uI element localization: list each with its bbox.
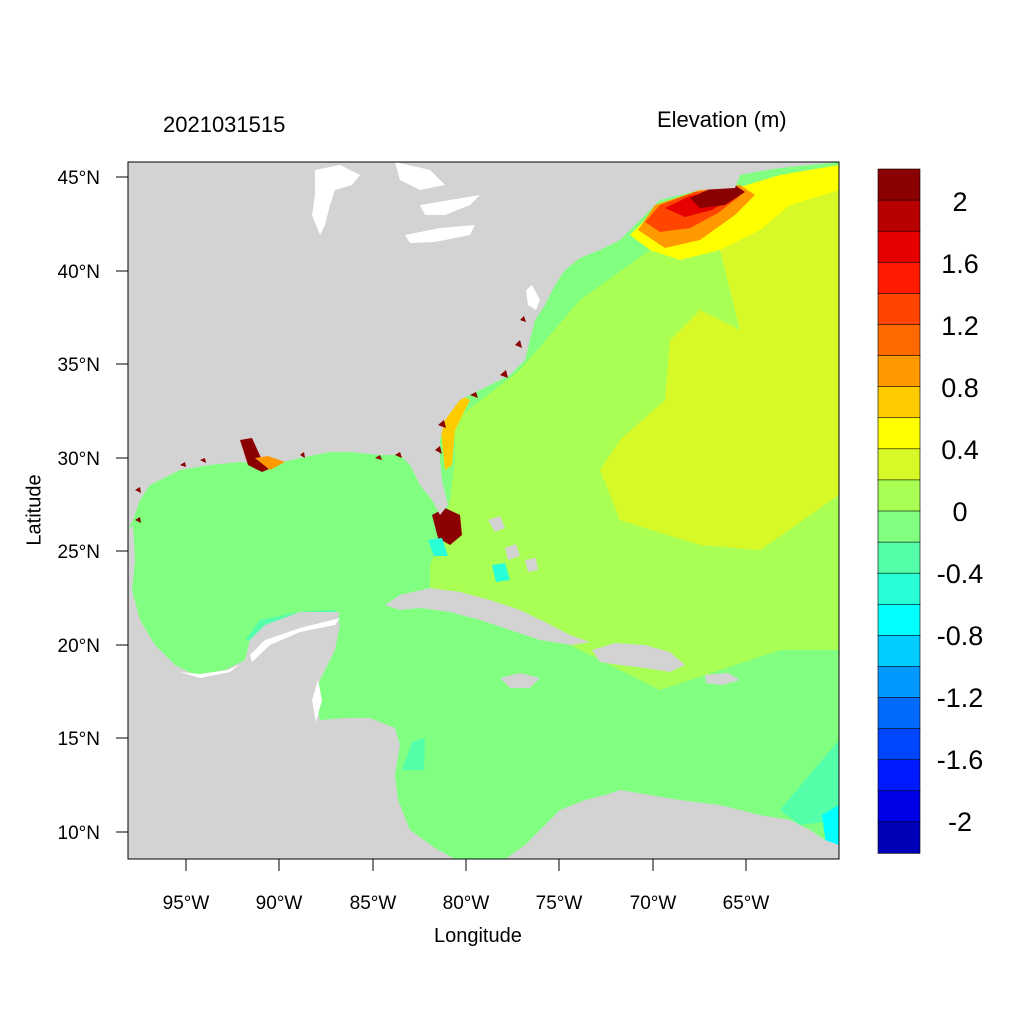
jamaica-land <box>500 673 540 688</box>
colorbar-swatch <box>877 572 921 605</box>
honduras-negative <box>402 738 425 770</box>
y-tick-label: 35°N <box>58 355 100 376</box>
bahamas-cyan <box>492 563 510 582</box>
colorbar-swatch <box>877 261 921 295</box>
east-caribbean-negative <box>780 740 839 825</box>
x-tick-label: 75°W <box>536 893 583 914</box>
x-tick-label: 65°W <box>723 893 770 914</box>
colorbar-label: -0.8 <box>937 621 984 651</box>
colorbar-swatch <box>877 635 921 668</box>
bahamas-land <box>488 516 538 572</box>
colorbar-swatch <box>877 199 921 232</box>
y-tick-label: 45°N <box>58 168 100 189</box>
south-america-land <box>505 790 839 859</box>
south-florida-surge <box>432 508 462 545</box>
belize-coast-white <box>312 680 322 722</box>
colorbar-swatch <box>877 759 921 792</box>
colorbar-swatch <box>877 293 921 326</box>
colorbar-swatch <box>877 324 921 357</box>
y-tick-label: 15°N <box>58 729 100 750</box>
colorbar-swatch <box>877 697 921 730</box>
colorbar-label: 2 <box>952 187 967 217</box>
colorbar-labels: 2 1.6 1.2 0.8 0.4 0 -0.4 -0.8 -1.2 -1.6 … <box>937 187 984 837</box>
atlantic-upper-region <box>600 175 839 550</box>
colorbar-swatch <box>877 821 921 854</box>
yucatan-land <box>262 612 340 680</box>
x-tick-label: 90°W <box>256 893 303 914</box>
y-axis-ticks <box>116 176 128 833</box>
y-tick-label: 20°N <box>58 636 100 657</box>
x-axis-title: Longitude <box>434 925 522 947</box>
y-axis-tick-labels: 45°N 40°N 35°N 30°N 25°N 20°N 15°N 10°N <box>58 168 100 844</box>
colorbar-label: -1.6 <box>937 745 984 775</box>
cuba-land <box>385 588 590 645</box>
colorbar-swatch <box>877 230 921 263</box>
x-tick-label: 80°W <box>443 893 490 914</box>
colorbar-swatch <box>877 448 921 481</box>
colorbar-swatch <box>877 168 921 201</box>
variable-label: Elevation (m) <box>657 107 787 132</box>
x-tick-label: 85°W <box>350 893 397 914</box>
yucatan-coast-white <box>250 618 340 662</box>
x-axis-tick-labels: 95°W 90°W 85°W 80°W 75°W 70°W 65°W <box>163 893 770 914</box>
colorbar-swatch <box>877 790 921 823</box>
map-plot-area <box>128 162 839 859</box>
louisiana-surge-inner <box>255 456 285 470</box>
chesapeake <box>526 285 540 310</box>
colorbar <box>877 168 921 854</box>
florida-keys-cyan <box>428 538 448 556</box>
mexico-land <box>128 525 455 859</box>
great-lakes <box>312 162 480 243</box>
y-tick-label: 40°N <box>58 262 100 283</box>
mexico-coast-white <box>180 664 240 678</box>
north-america-land <box>128 162 839 530</box>
colorbar-swatch <box>877 386 921 419</box>
x-tick-label: 95°W <box>163 893 210 914</box>
colorbar-swatch <box>877 728 921 761</box>
y-tick-label: 30°N <box>58 449 100 470</box>
colorbar-label: 0 <box>952 497 967 527</box>
colorbar-swatch <box>877 479 921 512</box>
colorbar-label: 1.2 <box>941 311 979 341</box>
timestamp-label: 2021031515 <box>163 112 286 137</box>
hispaniola-land <box>592 643 685 672</box>
y-tick-label: 10°N <box>58 823 100 844</box>
colorbar-swatch <box>877 603 921 637</box>
colorbar-label: 0.4 <box>941 435 979 465</box>
colorbar-label: 0.8 <box>941 373 979 403</box>
puerto-rico-land <box>705 673 740 685</box>
colorbar-swatch <box>877 355 921 388</box>
plot-frame <box>127 161 840 860</box>
y-tick-label: 25°N <box>58 542 100 563</box>
colorbar-swatch <box>877 510 921 543</box>
colorbar-swatch <box>877 666 921 699</box>
x-tick-label: 70°W <box>630 893 677 914</box>
colorbar-label: -1.2 <box>937 683 984 713</box>
colorbar-label: -2 <box>948 807 972 837</box>
gulf-of-maine-darkred <box>690 185 745 208</box>
x-axis-ticks <box>185 859 747 871</box>
colorbar-swatch <box>877 541 921 574</box>
colorbar-swatch <box>877 417 921 450</box>
colorbar-label: 1.6 <box>941 249 979 279</box>
colorbar-label: -0.4 <box>937 559 984 589</box>
